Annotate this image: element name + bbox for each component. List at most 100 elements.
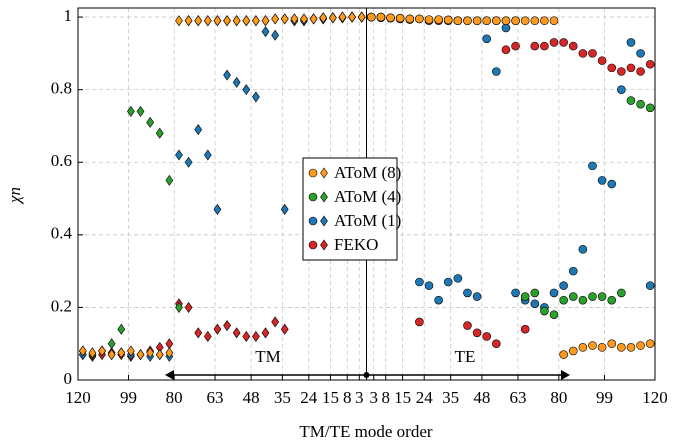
data-point <box>415 317 424 327</box>
data-point <box>645 281 655 290</box>
data-point <box>472 328 482 338</box>
data-point <box>482 16 492 26</box>
data-point <box>194 124 203 136</box>
data-point <box>127 105 135 117</box>
data-point <box>261 15 270 27</box>
data-point <box>559 295 568 305</box>
y-tick-label: 0.6 <box>51 151 72 170</box>
data-point <box>348 11 356 23</box>
data-point <box>530 288 540 298</box>
data-point <box>645 59 655 69</box>
data-point <box>175 301 183 313</box>
data-point <box>463 321 472 330</box>
data-point <box>175 15 183 27</box>
y-tick-label: 0.2 <box>51 296 72 315</box>
data-point <box>568 346 578 356</box>
data-point <box>559 38 568 47</box>
x-tick-label: 35 <box>442 388 459 407</box>
plot-frame <box>77 7 656 381</box>
data-point <box>280 203 289 215</box>
data-point <box>549 310 559 319</box>
y-tick-label: 1 <box>64 6 73 25</box>
data-point <box>559 350 568 359</box>
data-point <box>165 174 174 186</box>
data-point <box>232 76 241 88</box>
x-tick-label: 63 <box>509 388 526 407</box>
data-point <box>588 49 597 58</box>
data-point <box>636 99 645 109</box>
data-point <box>617 288 626 298</box>
data-point <box>78 345 87 357</box>
legend-marker <box>308 192 318 202</box>
x-tick-label: 120 <box>642 388 668 407</box>
arrow-center <box>363 372 370 378</box>
data-point <box>271 316 280 328</box>
y-tick-label: 0 <box>64 369 73 388</box>
data-point <box>511 288 520 298</box>
data-point <box>117 347 126 359</box>
data-point <box>549 38 559 47</box>
legend-box <box>302 157 398 261</box>
data-point <box>530 299 540 309</box>
y-tick-label: 0.4 <box>51 224 73 243</box>
data-point <box>155 349 164 361</box>
data-point <box>588 292 597 301</box>
data-point <box>636 341 645 350</box>
data-point <box>165 338 174 350</box>
x-tick-label: 80 <box>166 388 183 407</box>
x-tick-label: 8 <box>343 388 352 407</box>
x-tick-label: 8 <box>381 388 390 407</box>
legend-marker <box>308 240 318 250</box>
data-point <box>511 16 520 26</box>
data-point <box>213 15 222 27</box>
data-point <box>578 343 588 352</box>
data-point <box>588 161 597 171</box>
data-point <box>520 16 530 26</box>
legend-marker <box>320 215 328 227</box>
data-point <box>184 15 193 27</box>
x-tick-label: 48 <box>473 388 490 407</box>
x-tick-label: 99 <box>120 388 137 407</box>
data-point <box>626 63 636 73</box>
data-point <box>290 13 299 25</box>
data-point <box>617 67 626 76</box>
data-point <box>280 13 289 25</box>
data-point <box>194 327 203 339</box>
x-tick-label: 80 <box>550 388 567 407</box>
data-point <box>242 84 251 96</box>
data-point <box>386 13 395 23</box>
data-point <box>194 15 203 27</box>
data-point <box>453 274 463 283</box>
data-point <box>357 11 366 23</box>
data-point <box>540 16 549 26</box>
data-point <box>636 67 645 76</box>
data-point <box>367 12 376 22</box>
data-point <box>492 339 501 349</box>
data-point <box>223 69 231 81</box>
data-point <box>424 15 434 24</box>
data-point <box>203 149 212 161</box>
data-point <box>578 49 588 58</box>
data-point <box>540 41 549 51</box>
data-point <box>530 41 540 51</box>
x-tick-label: 99 <box>596 388 613 407</box>
x-axis-label: TM/TE mode order <box>299 422 432 441</box>
data-point <box>261 327 270 339</box>
legend: AToM (8) AToM (4) AToM (1) FEKO <box>302 157 401 261</box>
data-point <box>88 347 97 359</box>
data-point <box>107 349 116 361</box>
data-point <box>597 292 607 301</box>
data-point <box>597 56 607 65</box>
data-point <box>117 323 126 335</box>
data-point <box>511 41 520 51</box>
data-point <box>492 67 501 76</box>
y-tick-label: 0.8 <box>51 79 72 98</box>
data-point <box>415 277 424 287</box>
data-point <box>626 38 636 47</box>
data-point <box>107 338 116 350</box>
data-point <box>165 347 174 359</box>
data-point <box>136 349 145 361</box>
legend-marker <box>320 239 328 251</box>
data-point <box>242 15 251 27</box>
data-point <box>492 16 501 26</box>
